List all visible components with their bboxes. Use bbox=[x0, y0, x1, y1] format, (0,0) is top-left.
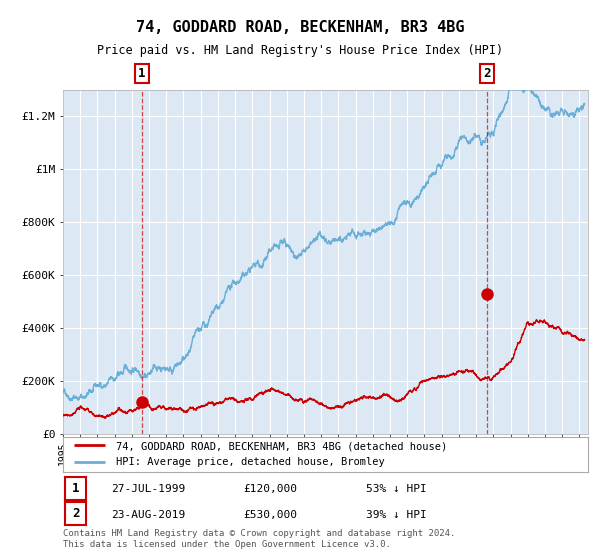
Text: £120,000: £120,000 bbox=[243, 484, 297, 494]
Text: 74, GODDARD ROAD, BECKENHAM, BR3 4BG (detached house): 74, GODDARD ROAD, BECKENHAM, BR3 4BG (de… bbox=[115, 441, 447, 451]
Text: Price paid vs. HM Land Registry's House Price Index (HPI): Price paid vs. HM Land Registry's House … bbox=[97, 44, 503, 57]
Text: £530,000: £530,000 bbox=[243, 510, 297, 520]
Text: Contains HM Land Registry data © Crown copyright and database right 2024.
This d: Contains HM Land Registry data © Crown c… bbox=[63, 529, 455, 549]
Text: 23-AUG-2019: 23-AUG-2019 bbox=[111, 510, 185, 520]
Text: 39% ↓ HPI: 39% ↓ HPI bbox=[366, 510, 427, 520]
Text: 2: 2 bbox=[484, 67, 491, 80]
Text: 1: 1 bbox=[72, 482, 79, 495]
Text: HPI: Average price, detached house, Bromley: HPI: Average price, detached house, Brom… bbox=[115, 457, 384, 467]
Text: 1: 1 bbox=[138, 67, 145, 80]
Text: 27-JUL-1999: 27-JUL-1999 bbox=[111, 484, 185, 494]
Text: 53% ↓ HPI: 53% ↓ HPI bbox=[366, 484, 427, 494]
Text: 74, GODDARD ROAD, BECKENHAM, BR3 4BG: 74, GODDARD ROAD, BECKENHAM, BR3 4BG bbox=[136, 20, 464, 35]
Text: 2: 2 bbox=[72, 507, 79, 520]
